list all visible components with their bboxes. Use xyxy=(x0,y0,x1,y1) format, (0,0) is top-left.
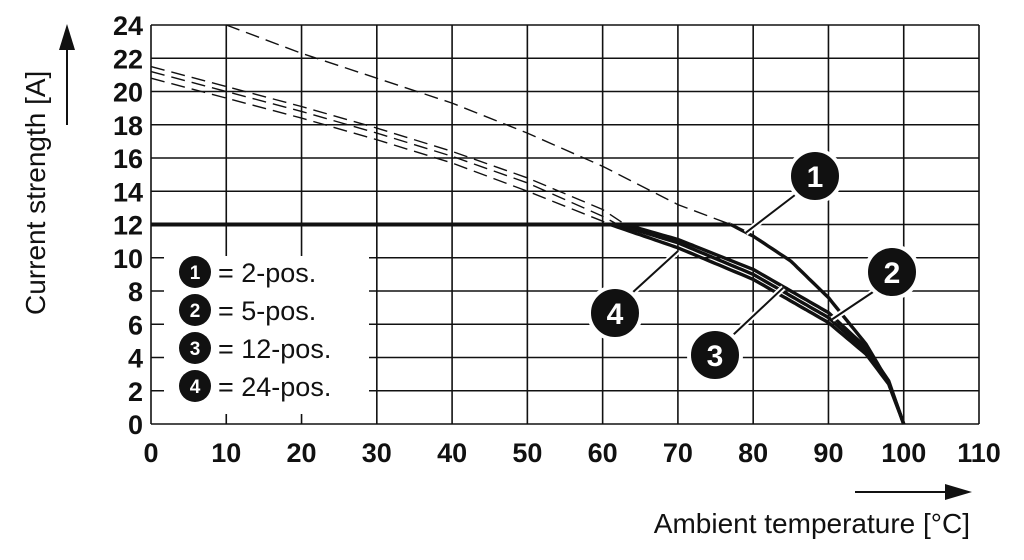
callout-2-leader xyxy=(831,291,874,321)
x-tick-label: 30 xyxy=(362,438,392,468)
y-tick-label: 0 xyxy=(128,410,143,440)
y-tick-label: 2 xyxy=(128,377,143,407)
y-tick-label: 8 xyxy=(128,277,143,307)
callout-1-badge xyxy=(787,148,843,204)
grid-lines xyxy=(150,24,980,425)
callout-3-badge xyxy=(687,327,743,383)
series-1-dashed-line xyxy=(226,24,731,226)
callout-4-number: 4 xyxy=(607,298,624,331)
legend-entry-2: = 5-pos. xyxy=(218,296,316,326)
legend-entry-1: = 2-pos. xyxy=(218,258,316,288)
y-tick-label: 10 xyxy=(113,244,143,274)
x-tick-label: 10 xyxy=(211,438,241,468)
callout-4-leader xyxy=(631,250,679,294)
legend-badge-2 xyxy=(179,294,211,326)
legend-badge-number: 1 xyxy=(190,263,201,284)
x-tick-label: 70 xyxy=(663,438,693,468)
y-tick-label: 22 xyxy=(113,44,143,74)
callout-2-number: 2 xyxy=(884,257,901,290)
y-tick-label: 4 xyxy=(128,344,143,374)
x-axis-label: Ambient temperature [°C] xyxy=(654,508,970,539)
callouts: 1 2 3 4 xyxy=(587,148,920,383)
y-tick-label: 18 xyxy=(113,111,143,141)
legend-entry-3: = 12-pos. xyxy=(218,334,331,364)
x-tick-label: 40 xyxy=(437,438,467,468)
callout-3-leader xyxy=(732,286,784,336)
legend-badge-number: 3 xyxy=(190,339,201,360)
x-tick-labels: 0 10 20 30 40 50 60 70 80 90 100 110 xyxy=(143,438,1000,468)
y-tick-label: 24 xyxy=(113,11,143,41)
x-tick-label: 50 xyxy=(512,438,542,468)
callout-3-number: 3 xyxy=(707,340,724,373)
x-tick-label: 90 xyxy=(813,438,843,468)
y-tick-label: 20 xyxy=(113,78,143,108)
x-tick-label: 100 xyxy=(881,438,926,468)
legend-badge-4 xyxy=(179,370,211,402)
y-tick-label: 14 xyxy=(113,177,143,207)
series-4-derating-curve xyxy=(609,222,906,425)
y-tick-label: 16 xyxy=(113,144,143,174)
curves xyxy=(150,24,906,425)
legend-badge-number: 4 xyxy=(190,377,201,398)
legend: 1 = 2-pos. 2 = 5-pos. 3 = 12-pos. 4 = 24-pos. xyxy=(164,256,369,414)
series-3-derating-curve xyxy=(617,222,906,425)
callout-1-number: 1 xyxy=(807,161,824,194)
callout-2-badge xyxy=(864,244,920,300)
y-axis-arrow-head xyxy=(59,24,75,50)
callout-4-badge xyxy=(587,285,643,341)
x-tick-label: 20 xyxy=(287,438,317,468)
legend-badge-number: 2 xyxy=(190,301,201,322)
series-2-derating-curve xyxy=(624,222,906,425)
x-axis-arrow-head xyxy=(945,484,972,500)
series-3-dashed-line xyxy=(150,70,619,226)
callout-1-leader xyxy=(745,194,796,234)
y-axis-label: Current strength [A] xyxy=(20,71,51,315)
series-2-dashed-line xyxy=(150,65,626,226)
legend-badge-3 xyxy=(179,332,211,364)
y-tick-label: 6 xyxy=(128,310,143,340)
x-tick-label: 0 xyxy=(143,438,158,468)
x-tick-label: 60 xyxy=(588,438,618,468)
y-tick-label: 12 xyxy=(113,211,143,241)
series-4-dashed-line xyxy=(150,77,611,226)
legend-entry-4: = 24-pos. xyxy=(218,372,331,402)
x-tick-label: 80 xyxy=(738,438,768,468)
x-tick-label: 110 xyxy=(957,438,1001,468)
legend-badge-1 xyxy=(179,256,211,288)
